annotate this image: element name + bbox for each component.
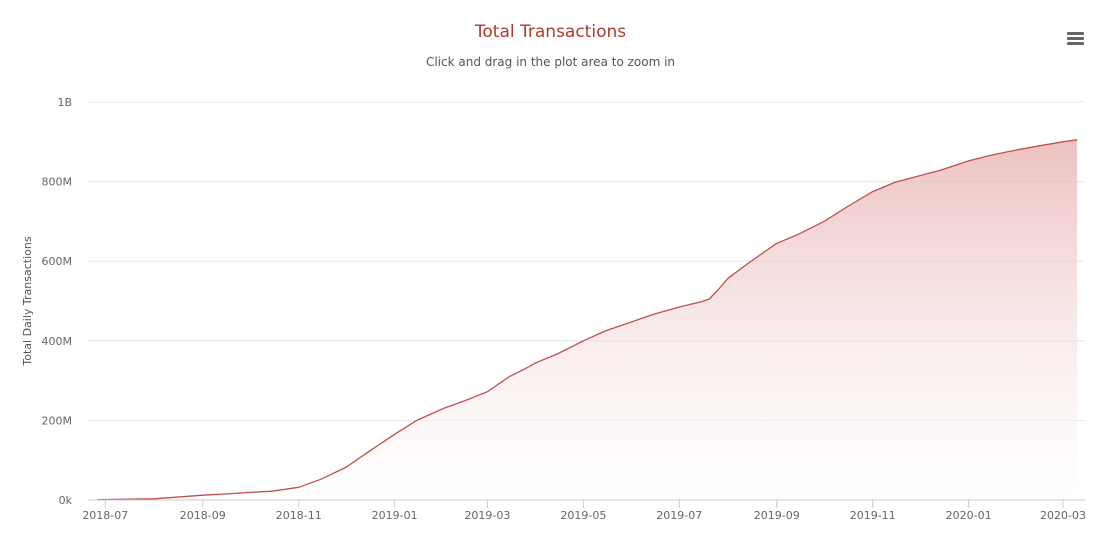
data-point[interactable]: [487, 391, 489, 393]
x-tick-label: 2019-11: [850, 509, 896, 522]
data-point[interactable]: [443, 408, 445, 410]
data-point[interactable]: [968, 160, 970, 162]
data-point[interactable]: [509, 376, 511, 378]
x-tick-label: 2018-09: [180, 509, 226, 522]
y-tick-label: 400M: [42, 335, 73, 348]
data-point[interactable]: [1017, 149, 1019, 151]
data-point[interactable]: [678, 306, 680, 308]
data-point[interactable]: [583, 340, 585, 342]
data-point[interactable]: [320, 479, 322, 481]
x-tick-label: 2019-09: [754, 509, 800, 522]
data-point[interactable]: [394, 434, 396, 436]
data-point[interactable]: [524, 368, 526, 370]
data-point[interactable]: [465, 400, 467, 402]
data-point[interactable]: [202, 494, 204, 496]
x-tick-label: 2020-01: [946, 509, 992, 522]
data-point[interactable]: [605, 330, 607, 332]
x-tick-label: 2018-11: [276, 509, 322, 522]
data-point[interactable]: [271, 490, 273, 492]
data-point[interactable]: [1076, 139, 1078, 141]
data-point[interactable]: [1062, 141, 1064, 143]
data-point[interactable]: [298, 486, 300, 488]
data-point[interactable]: [700, 301, 702, 303]
data-point[interactable]: [845, 207, 847, 209]
data-point[interactable]: [1039, 145, 1041, 147]
x-tick-label: 2019-07: [656, 509, 702, 522]
x-tick-label: 2019-01: [372, 509, 418, 522]
y-tick-label: 200M: [42, 414, 73, 427]
data-point[interactable]: [367, 451, 369, 453]
data-point[interactable]: [727, 278, 729, 280]
y-axis-title: Total Daily Transactions: [21, 236, 34, 366]
data-point[interactable]: [153, 498, 155, 500]
data-point[interactable]: [919, 175, 921, 177]
hamburger-menu-icon[interactable]: [1062, 26, 1090, 50]
data-point[interactable]: [776, 242, 778, 244]
data-point[interactable]: [894, 182, 896, 184]
series-line[interactable]: [97, 139, 1078, 501]
x-tick-label: 2018-07: [82, 509, 128, 522]
data-point[interactable]: [557, 353, 559, 355]
chart-subtitle: Click and drag in the plot area to zoom …: [425, 55, 676, 69]
data-point[interactable]: [798, 233, 800, 235]
data-point[interactable]: [708, 298, 710, 300]
data-point[interactable]: [175, 496, 177, 498]
y-tick-label: 600M: [42, 255, 73, 268]
data-point[interactable]: [941, 169, 943, 171]
series-area-fill: [97, 139, 1078, 501]
x-tick-label: 2019-03: [464, 509, 510, 522]
chart-title: Total Transactions: [474, 22, 627, 42]
y-tick-label: 1B: [57, 96, 72, 109]
data-point[interactable]: [416, 420, 418, 422]
data-point[interactable]: [535, 362, 537, 364]
x-tick-label: 2019-05: [560, 509, 606, 522]
data-point[interactable]: [716, 290, 718, 292]
data-point[interactable]: [990, 155, 992, 157]
data-point[interactable]: [345, 467, 347, 469]
data-point[interactable]: [823, 221, 825, 223]
data-point[interactable]: [249, 492, 251, 494]
data-point[interactable]: [872, 191, 874, 193]
data-point[interactable]: [224, 493, 226, 495]
data-point[interactable]: [631, 321, 633, 323]
y-tick-label: 0k: [59, 494, 73, 507]
data-point[interactable]: [749, 261, 751, 263]
x-tick-label: 2020-03: [1040, 509, 1086, 522]
data-point[interactable]: [653, 313, 655, 315]
y-tick-label: 800M: [42, 176, 73, 189]
